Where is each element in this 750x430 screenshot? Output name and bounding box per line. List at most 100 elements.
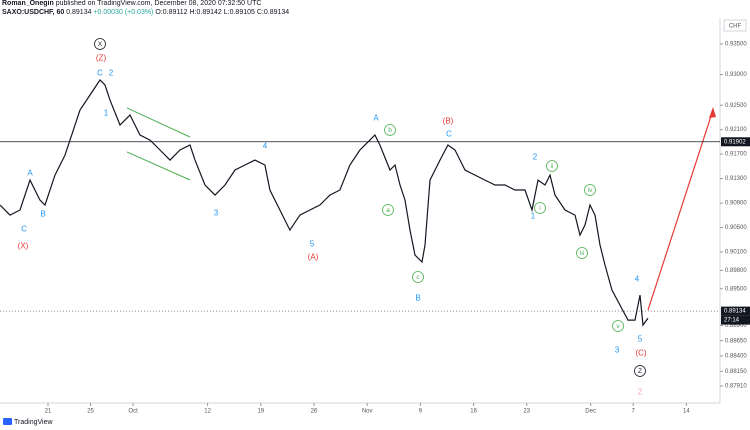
symbol-line: SAXO:USDCHF, 60 0.89134 +0.00030 (+0.03%… — [2, 9, 289, 16]
x-tick-label: 9 — [419, 409, 423, 415]
y-tick-label: 0.89800 — [725, 268, 747, 274]
wave-label: C — [446, 130, 452, 139]
y-tick-label: 0.91700 — [725, 152, 747, 158]
y-tick-label: 0.88650 — [725, 338, 747, 344]
wave-label: 5 — [310, 240, 315, 249]
wave-label: 1 — [531, 212, 536, 221]
y-tick-label: 0.87910 — [725, 384, 747, 390]
price-label-box — [721, 137, 750, 147]
wave-label: 4 — [263, 142, 268, 151]
x-tick-label: Dec — [585, 409, 596, 415]
wave-label: 4 — [635, 275, 640, 284]
wave-label: A — [373, 114, 379, 123]
y-tick-label: 0.88150 — [725, 369, 747, 375]
wave-label: b — [388, 127, 392, 134]
wave-circle — [534, 202, 546, 214]
x-tick-label: 21 — [45, 409, 52, 415]
x-tick-label: 14 — [683, 409, 690, 415]
countdown: 27:14 — [724, 318, 740, 324]
wave-label: (C) — [635, 349, 646, 358]
y-tick-label: 0.91300 — [725, 176, 747, 182]
wave-circle — [612, 320, 624, 332]
wave-label: 1 — [104, 109, 109, 118]
wave-label: B — [40, 210, 45, 219]
wave-label: 2 — [109, 69, 114, 78]
y-tick-label: 0.89500 — [725, 286, 747, 292]
x-tick-label: 23 — [523, 409, 530, 415]
wave-circle — [384, 124, 396, 136]
wave-label: Z — [638, 368, 642, 375]
wave-label: X — [98, 41, 103, 48]
y-tick-label: 0.92100 — [725, 127, 747, 133]
wave-circle — [576, 247, 588, 259]
arrow-head — [709, 107, 716, 118]
channel-line — [126, 107, 191, 138]
currency: CHF — [729, 24, 742, 30]
y-tick-label: 0.88400 — [725, 354, 747, 360]
price-label-box — [721, 306, 750, 316]
wave-label: iii — [580, 250, 584, 257]
wave-label: 2 — [533, 153, 538, 162]
wave-label: ii — [551, 163, 554, 170]
open: O:0.89112 — [155, 9, 188, 16]
wave-label: 5 — [638, 335, 643, 344]
y-tick-label: 0.92500 — [725, 103, 747, 109]
wave-label: v — [616, 323, 620, 330]
wave-circle — [94, 38, 106, 50]
publish-line: Roman_Onegin published on TradingView.co… — [2, 0, 261, 7]
symbol: SAXO:USDCHF, 60 — [2, 9, 65, 16]
x-tick-label: 7 — [632, 409, 636, 415]
x-tick-label: 26 — [311, 409, 318, 415]
y-tick-label: 0.88900 — [725, 323, 747, 329]
y-tick-label: 0.93000 — [725, 72, 747, 78]
wave-label: C — [21, 225, 27, 234]
wave-circle — [634, 365, 646, 377]
countdown-box — [721, 315, 750, 325]
wave-circle — [584, 184, 596, 196]
wave-label: (A) — [308, 253, 319, 262]
wave-label: a — [386, 207, 390, 214]
brand: TradingView — [14, 419, 53, 426]
wave-label: (Z) — [96, 54, 107, 63]
wave-label: B — [415, 294, 420, 303]
x-tick-label: Oct — [128, 409, 138, 415]
wave-label: (X) — [18, 242, 29, 251]
x-tick-label: 19 — [257, 409, 264, 415]
x-tick-label: 25 — [87, 409, 94, 415]
wave-label: i — [539, 205, 540, 212]
wave-label: (B) — [443, 117, 454, 126]
wave-circle — [382, 204, 394, 216]
tv-logo: TradingView — [3, 418, 53, 426]
x-tick-label: 16 — [470, 409, 477, 415]
y-tick-label: 0.93500 — [725, 42, 747, 48]
y-tick-label: 0.90500 — [725, 225, 747, 231]
channel-line — [126, 151, 191, 181]
price-label: 0.89134 — [724, 309, 746, 315]
x-tick-label: 12 — [204, 409, 211, 415]
wave-label: iv — [588, 187, 593, 194]
last-price: 0.89134 — [66, 9, 92, 16]
close: C:0.89134 — [256, 9, 290, 16]
wave-label: 2 — [638, 388, 643, 397]
high: H:0.89142 — [189, 9, 222, 16]
y-tick-label: 0.90100 — [725, 250, 747, 256]
wave-label: C — [97, 69, 103, 78]
currency-box — [723, 19, 747, 32]
wave-label: 3 — [615, 346, 620, 355]
price-line-series — [0, 79, 649, 327]
published: published on TradingView.com, December 0… — [55, 0, 262, 7]
wave-circle — [546, 160, 558, 172]
author: Roman_Onegin — [2, 0, 54, 7]
wave-label: A — [27, 169, 33, 178]
y-tick-label: 0.90900 — [725, 201, 747, 207]
wave-label: 3 — [214, 209, 219, 218]
x-tick-label: Nov — [362, 409, 373, 415]
projection-arrow — [647, 109, 714, 311]
price-label: 0.91902 — [724, 139, 746, 145]
wave-label: c — [416, 274, 420, 281]
low: L:0.89105 — [223, 9, 255, 16]
wave-circle — [412, 271, 424, 283]
change: +0.00030 (+0.03%) — [93, 9, 154, 16]
